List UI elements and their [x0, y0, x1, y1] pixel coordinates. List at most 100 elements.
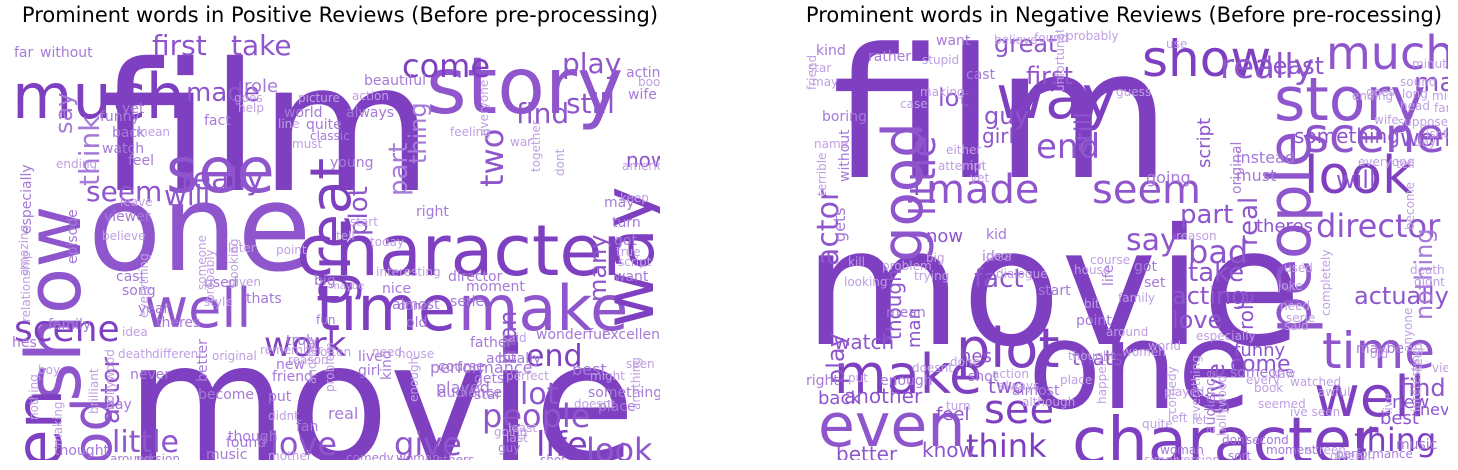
word-feel: feel: [128, 153, 155, 169]
word-reason: reason: [1176, 229, 1217, 243]
word-watched: watched: [1290, 375, 1342, 389]
word-stupid: stupid: [922, 53, 960, 67]
word-happen: happen: [1095, 358, 1109, 404]
word-almost: almost: [392, 297, 440, 313]
word-story: story: [426, 42, 624, 132]
word-day: day: [1414, 135, 1437, 149]
word-much: much: [12, 60, 186, 133]
word-find: find: [516, 97, 570, 130]
word-serie: serie: [1286, 311, 1316, 325]
word-think: think: [73, 115, 106, 186]
word-used: used: [204, 275, 238, 291]
word-case: case: [900, 97, 928, 111]
word-turn: turn: [946, 399, 971, 413]
word-seemed: seemed: [1258, 397, 1306, 411]
word-must: must: [1236, 166, 1277, 185]
word-screen: screen: [1306, 443, 1346, 457]
positive-wordcloud-panel: Prominent words in Positive Reviews (Bef…: [0, 0, 680, 470]
word-must: must: [292, 137, 323, 151]
word-going: going: [494, 425, 528, 439]
word-problem: problem: [882, 259, 932, 273]
word-far: far: [14, 45, 34, 61]
word-viewer: viewer: [104, 209, 151, 225]
word-star: star: [474, 387, 502, 403]
word-woman: woman: [396, 451, 440, 460]
positive-wordcloud: movie film one character make time story see muc…: [6, 30, 660, 460]
word-friend: friend: [272, 369, 313, 385]
word-end: end: [526, 339, 583, 374]
word-young: young: [330, 155, 374, 171]
word-thats: thats: [1072, 346, 1124, 370]
word-help: help: [238, 101, 264, 115]
word-theres: theres: [1256, 216, 1313, 237]
word-least: least: [1266, 52, 1325, 80]
word-together: together: [529, 120, 543, 172]
word-thought: thought: [1068, 349, 1116, 363]
word-scene: scene: [14, 309, 120, 350]
word-best: best: [572, 360, 607, 379]
word-simply: simply: [1144, 453, 1184, 460]
word-plot: plot: [956, 317, 1060, 380]
word-really: really: [181, 162, 264, 197]
word-one: one: [88, 160, 312, 299]
word-look: look: [1304, 146, 1413, 206]
word-women: women: [1122, 345, 1166, 359]
word-least: least: [508, 421, 538, 435]
word-audience: audience: [438, 385, 503, 401]
negative-panel-title: Prominent words in Negative Reviews (Bef…: [805, 3, 1443, 27]
word-actually: actually: [1354, 282, 1448, 310]
word-want: want: [614, 269, 649, 285]
word-around: around: [110, 452, 153, 460]
word-will: will: [1336, 166, 1376, 194]
word-might: might: [1432, 89, 1448, 103]
word-bit: bit: [498, 351, 517, 367]
word-course: course: [1090, 253, 1131, 267]
word-feel: feel: [936, 404, 970, 425]
word-hollywood: hollywood: [1215, 375, 1229, 436]
word-thing: thing: [1354, 421, 1437, 459]
word-become: become: [198, 387, 255, 403]
word-thought: thought: [54, 443, 110, 459]
word-film: film: [98, 30, 433, 232]
word-trying: trying: [914, 269, 950, 283]
word-keep: keep: [1411, 343, 1425, 372]
word-everyone: everyone: [1358, 155, 1415, 169]
word-line: line: [278, 117, 300, 131]
word-best: best: [1380, 408, 1419, 429]
word-bit: bit: [1084, 297, 1100, 311]
word-time: time: [1322, 322, 1435, 380]
word-sound: sound: [1400, 75, 1437, 89]
word-yet: yet: [970, 171, 990, 185]
word-come: come: [1230, 352, 1291, 377]
word-given: given: [228, 275, 262, 289]
word-see: see: [166, 134, 275, 207]
word-role: role: [1234, 292, 1258, 330]
word-others: others: [436, 453, 475, 460]
word-found: found: [1034, 31, 1069, 45]
word-without: without: [40, 45, 93, 61]
word-live: live: [1381, 392, 1395, 414]
word-something: something: [588, 385, 660, 401]
word-another: another: [844, 384, 923, 408]
word-much: much: [1326, 30, 1448, 80]
word-perfect: perfect: [506, 369, 549, 383]
word-poor: poor: [986, 249, 1014, 263]
word-love: love: [270, 425, 338, 460]
word-death: death: [118, 347, 153, 361]
word-used: used: [1284, 261, 1313, 275]
word-wife: wife: [628, 87, 657, 103]
word-family: family: [48, 317, 92, 333]
word-believe: believe: [102, 229, 146, 243]
word-something: something: [1294, 124, 1400, 148]
word-maybe: maybe: [330, 281, 365, 292]
word-need: need: [372, 345, 402, 359]
word-say: say: [1126, 223, 1178, 258]
word-brilliant: brilliant: [87, 368, 101, 414]
word-seem: seem: [86, 175, 163, 208]
word-doesnt: doesnt: [912, 361, 953, 375]
word-mean: mean: [886, 305, 926, 321]
word-need: need: [1280, 299, 1310, 313]
word-someone: someone: [195, 235, 209, 290]
word-book: book: [638, 75, 660, 89]
word-mother: mother: [268, 449, 312, 460]
